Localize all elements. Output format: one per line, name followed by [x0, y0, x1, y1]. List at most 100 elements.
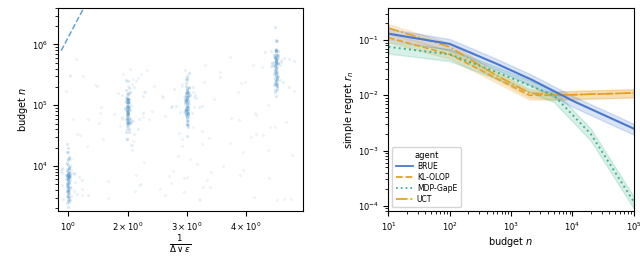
Y-axis label: budget $n$: budget $n$ [17, 87, 30, 132]
Point [124, 116, 134, 120]
Point [120, 105, 130, 110]
Point [122, 101, 132, 105]
Point [122, 117, 132, 122]
Point [127, 143, 137, 148]
Point [126, 143, 136, 147]
Point [122, 97, 132, 101]
Point [61, 194, 72, 199]
Point [287, 153, 297, 158]
Point [189, 95, 199, 99]
Point [196, 104, 207, 108]
Point [122, 106, 132, 110]
Point [181, 104, 191, 108]
Point [124, 111, 134, 115]
Point [121, 117, 131, 121]
Point [64, 173, 74, 178]
Point [270, 88, 280, 92]
Point [66, 157, 76, 161]
Point [77, 187, 88, 191]
Point [126, 102, 136, 107]
Point [182, 77, 192, 82]
Point [279, 56, 289, 60]
Point [181, 99, 191, 103]
Point [272, 39, 282, 43]
Point [157, 94, 168, 98]
Point [182, 122, 193, 126]
Point [67, 171, 77, 175]
Point [64, 195, 74, 199]
Point [182, 119, 193, 123]
Point [236, 173, 246, 177]
Point [182, 89, 192, 93]
Point [257, 65, 268, 69]
Point [63, 195, 74, 200]
Point [271, 55, 281, 59]
Point [166, 105, 177, 109]
Point [182, 76, 193, 81]
Point [269, 69, 280, 73]
Point [139, 160, 149, 164]
Point [270, 64, 280, 68]
Point [63, 187, 74, 192]
Point [123, 91, 133, 95]
Point [270, 125, 280, 129]
Point [182, 122, 193, 127]
Point [142, 68, 152, 72]
Point [127, 82, 137, 86]
Point [183, 98, 193, 102]
Point [182, 87, 192, 92]
Point [63, 175, 74, 179]
Point [271, 58, 281, 63]
Point [182, 116, 193, 120]
Point [182, 119, 192, 123]
Point [63, 183, 73, 188]
Point [61, 185, 72, 189]
Point [275, 60, 285, 64]
Point [124, 90, 134, 94]
Point [122, 121, 132, 125]
Point [198, 185, 208, 189]
Point [160, 114, 170, 118]
Point [249, 195, 259, 199]
Point [173, 131, 184, 135]
Point [121, 100, 131, 104]
Point [225, 140, 236, 145]
Point [180, 97, 191, 101]
Legend: BRUE, KL-OLOP, MDP-GapE, UCT: BRUE, KL-OLOP, MDP-GapE, UCT [392, 147, 461, 208]
Point [270, 56, 280, 60]
Point [272, 77, 282, 81]
Point [270, 80, 280, 84]
Point [64, 166, 74, 170]
Point [127, 119, 138, 123]
Point [63, 191, 74, 195]
Point [284, 57, 294, 62]
Point [63, 195, 74, 199]
Point [263, 103, 273, 107]
Point [56, 169, 67, 173]
Point [271, 38, 281, 42]
Point [273, 61, 283, 65]
Point [122, 127, 132, 131]
Point [289, 89, 299, 93]
Point [271, 78, 281, 82]
Point [168, 87, 179, 92]
Point [272, 74, 282, 79]
Point [183, 113, 193, 117]
Point [61, 183, 72, 187]
Point [182, 102, 192, 106]
Point [62, 201, 72, 205]
Point [183, 105, 193, 110]
Point [180, 100, 191, 104]
Point [122, 137, 132, 141]
Point [63, 174, 73, 178]
Point [181, 91, 191, 95]
Point [65, 185, 75, 189]
Point [271, 66, 282, 70]
Point [269, 75, 279, 79]
Point [62, 173, 72, 177]
Point [276, 58, 286, 62]
Point [121, 129, 131, 134]
Point [177, 144, 187, 148]
Point [215, 70, 225, 74]
Point [58, 171, 68, 175]
